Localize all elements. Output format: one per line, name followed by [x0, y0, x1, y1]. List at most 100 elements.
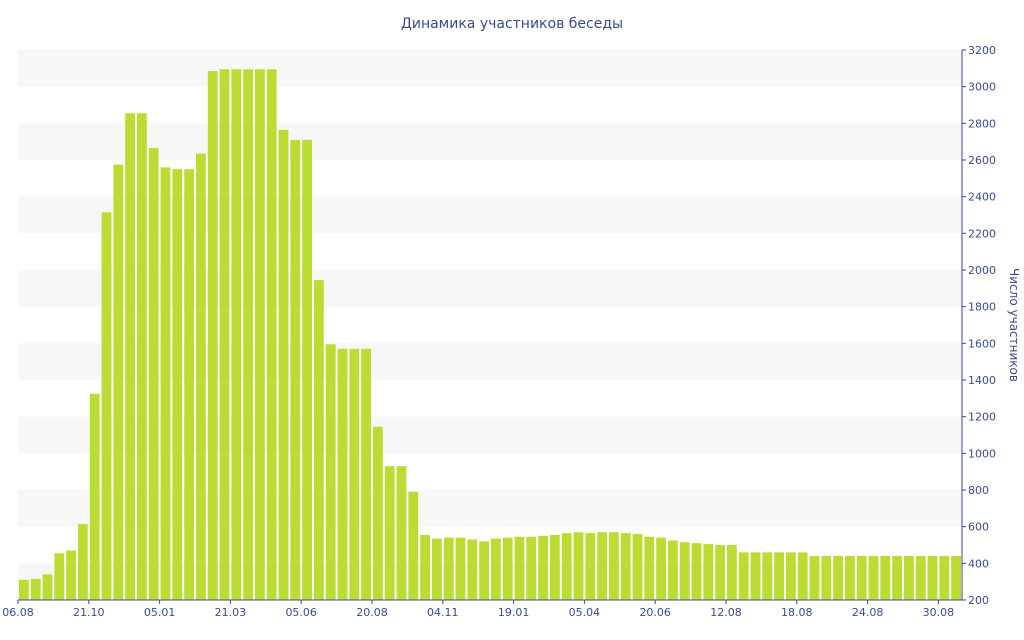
bar: [502, 537, 513, 600]
bar: [66, 550, 76, 600]
bar: [880, 556, 891, 600]
bar: [585, 533, 596, 600]
grid-bands: [18, 50, 962, 600]
bar: [302, 139, 312, 601]
bar: [951, 556, 961, 600]
bar: [113, 164, 124, 601]
bar: [845, 556, 855, 600]
bar: [266, 69, 277, 600]
bar: [573, 532, 584, 600]
grid-band: [18, 270, 962, 307]
y-tick-label: 800: [968, 484, 989, 497]
bar: [774, 552, 784, 600]
bar: [42, 574, 53, 600]
bar: [479, 541, 489, 600]
y-tick-label: 1800: [968, 301, 996, 314]
bar: [786, 552, 796, 600]
bar: [19, 579, 29, 600]
bar: [255, 69, 265, 600]
bar: [632, 534, 643, 600]
bar: [30, 578, 41, 600]
bar: [703, 544, 714, 600]
bar: [78, 523, 88, 600]
bar: [325, 344, 336, 600]
x-tick-label: 20.06: [639, 606, 671, 619]
bar: [915, 556, 926, 600]
bar: [314, 280, 324, 600]
bar: [184, 169, 194, 600]
x-tick-label: 12.08: [710, 606, 742, 619]
bar: [148, 148, 159, 601]
y-tick-label: 2600: [968, 154, 996, 167]
y-tick-label: 1200: [968, 411, 996, 424]
y-tick-label: 400: [968, 557, 989, 570]
bars: [19, 69, 961, 601]
bar: [797, 552, 808, 600]
bar: [290, 139, 301, 601]
bar: [491, 538, 501, 600]
bar: [231, 69, 242, 600]
x-tick-label: 21.03: [215, 606, 247, 619]
bar: [668, 540, 678, 600]
bar: [196, 153, 206, 601]
grid-band: [18, 123, 962, 160]
bar: [101, 212, 112, 600]
bar: [349, 348, 360, 600]
bar: [361, 348, 371, 600]
y-tick-label: 2200: [968, 227, 996, 240]
bar: [54, 553, 65, 600]
x-axis-ticks: 06.08 21.10 05.01 21.03 05.06 20.08 04.11 19.01…: [2, 600, 954, 619]
bar: [455, 537, 466, 600]
y-axis-ticks: 200 400 600 800 1000 1200 1400 1600 1800 2000 2200…: [962, 44, 996, 607]
y-tick-label: 2000: [968, 264, 996, 277]
bar: [432, 538, 442, 600]
grid-band: [18, 343, 962, 380]
bar: [750, 552, 761, 600]
bar: [821, 556, 832, 600]
grid-band: [18, 563, 962, 600]
bar: [408, 491, 419, 600]
bar: [526, 536, 537, 600]
bar: [89, 393, 100, 600]
bar: [904, 556, 914, 600]
bar: [691, 543, 702, 600]
x-tick-label: 18.08: [781, 606, 813, 619]
bar: [443, 537, 454, 600]
bar: [384, 466, 395, 600]
bar: [856, 556, 867, 600]
bar: [337, 348, 348, 600]
grid-band: [18, 416, 962, 454]
bar: [656, 537, 666, 600]
bar: [679, 542, 690, 600]
bar: [762, 552, 773, 600]
bar: [278, 129, 289, 600]
y-tick-label: 3200: [968, 44, 996, 57]
bar: [160, 167, 171, 601]
bar: [809, 556, 820, 600]
bar: [927, 556, 938, 600]
bar: [207, 71, 218, 601]
x-tick-label: 05.01: [144, 606, 176, 619]
bar: [396, 466, 407, 600]
bar: [125, 113, 135, 600]
bar: [467, 539, 478, 600]
bar: [243, 69, 253, 600]
x-tick-label: 19.01: [498, 606, 530, 619]
bar: [833, 556, 843, 600]
x-tick-label: 04.11: [427, 606, 459, 619]
bar: [738, 552, 749, 600]
y-tick-label: 600: [968, 521, 989, 534]
bar: [715, 545, 725, 600]
bar: [644, 536, 655, 600]
bar: [137, 113, 147, 600]
x-tick-label: 05.06: [285, 606, 317, 619]
x-tick-label: 06.08: [2, 606, 34, 619]
grid-band: [18, 196, 962, 234]
x-tick-label: 30.08: [923, 606, 955, 619]
y-axis-label: Число участников: [1007, 268, 1021, 382]
bar: [892, 556, 902, 600]
bar: [219, 69, 230, 600]
bar: [727, 545, 737, 600]
y-tick-label: 2400: [968, 191, 996, 204]
